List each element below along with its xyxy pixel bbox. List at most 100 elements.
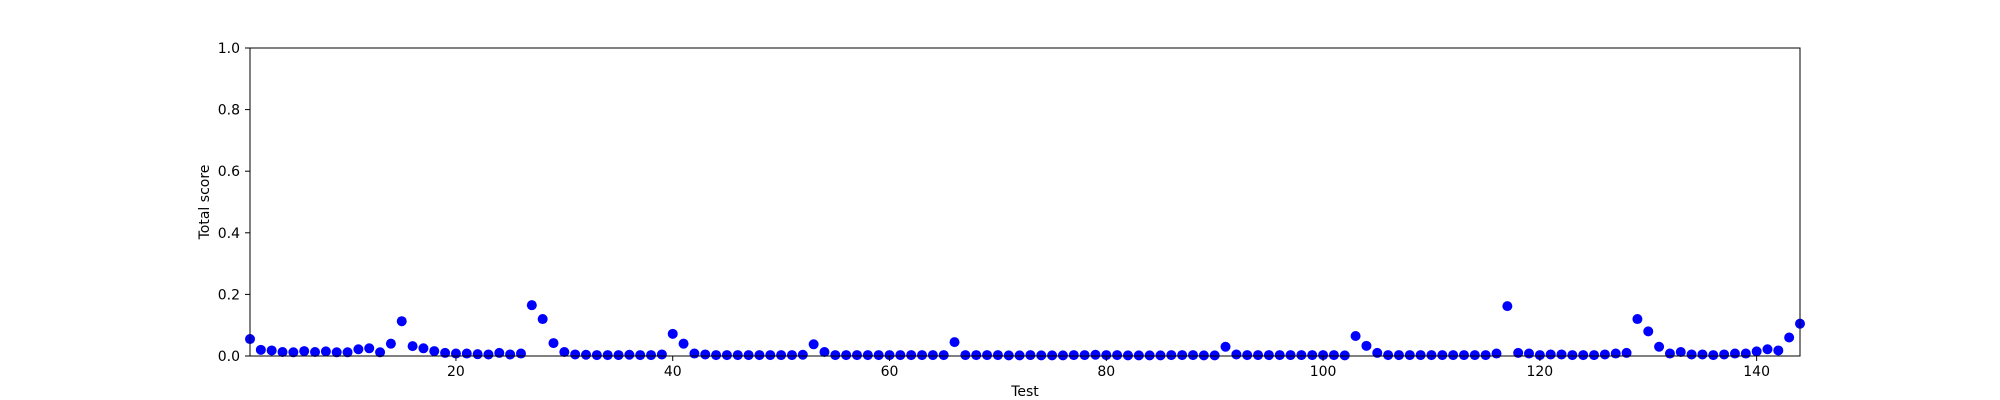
data-point (689, 348, 700, 359)
data-point (1014, 350, 1025, 361)
data-point (1610, 348, 1621, 359)
data-point (1122, 350, 1133, 361)
data-point (906, 350, 917, 361)
data-point (591, 350, 602, 361)
data-point (819, 346, 830, 357)
y-tick-label: 0.4 (218, 226, 240, 242)
data-point (862, 350, 873, 361)
data-point (1686, 349, 1697, 360)
data-point (375, 347, 386, 358)
data-point (1339, 350, 1350, 361)
data-point (1697, 349, 1708, 360)
data-point (1675, 346, 1686, 357)
data-point (841, 350, 852, 361)
y-axis-label: Total score (197, 165, 213, 241)
data-point (1296, 350, 1307, 361)
data-point (797, 349, 808, 360)
data-point (310, 346, 321, 357)
y-axis-ticks: 0.0 0.2 0.4 0.6 0.8 1.0 (218, 41, 250, 365)
data-point (624, 349, 635, 360)
x-tick-label: 80 (1097, 364, 1115, 380)
data-point (505, 349, 516, 360)
data-point (678, 338, 689, 349)
data-point (754, 350, 765, 361)
data-point (1708, 350, 1719, 361)
data-point (613, 350, 624, 361)
data-point (418, 343, 429, 354)
data-point (396, 316, 407, 327)
data-point (938, 350, 949, 361)
y-tick-label: 1.0 (218, 41, 240, 57)
data-point (646, 350, 657, 361)
data-point (1729, 348, 1740, 359)
data-point (1220, 341, 1231, 352)
data-point (1664, 348, 1675, 359)
data-point (873, 350, 884, 361)
data-point (1166, 350, 1177, 361)
data-point (1545, 349, 1556, 360)
data-point (570, 349, 581, 360)
data-point (494, 347, 505, 358)
data-point (1361, 340, 1372, 351)
data-point (786, 350, 797, 361)
data-point (895, 350, 906, 361)
data-point (331, 347, 342, 358)
data-point (1567, 350, 1578, 361)
data-point (656, 349, 667, 360)
data-point (277, 346, 288, 357)
data-point (1426, 350, 1437, 361)
data-point (472, 349, 483, 360)
x-tick-label: 60 (881, 364, 899, 380)
data-point (1198, 350, 1209, 361)
data-point (1469, 350, 1480, 361)
data-point (1285, 350, 1296, 361)
data-point (830, 350, 841, 361)
data-point (1133, 350, 1144, 361)
data-point (927, 350, 938, 361)
data-point (851, 350, 862, 361)
data-point (385, 338, 396, 349)
data-point (353, 344, 364, 355)
data-point (667, 328, 678, 339)
data-point (1632, 314, 1643, 325)
x-tick-label: 20 (447, 364, 465, 380)
data-point (1068, 350, 1079, 361)
data-point (581, 349, 592, 360)
data-point (1003, 350, 1014, 361)
data-point (1209, 350, 1220, 361)
data-point (526, 300, 537, 311)
y-tick-label: 0.6 (218, 164, 240, 180)
data-point (1274, 350, 1285, 361)
data-point (440, 347, 451, 358)
data-point (765, 350, 776, 361)
data-point (1079, 350, 1090, 361)
data-point (1751, 346, 1762, 357)
data-point (1643, 326, 1654, 337)
data-point (1112, 350, 1123, 361)
data-point (1057, 350, 1068, 361)
data-point (1534, 350, 1545, 361)
data-point (1773, 345, 1784, 356)
data-point (1404, 350, 1415, 361)
data-point (1350, 330, 1361, 341)
data-point (1393, 350, 1404, 361)
x-tick-label: 120 (1526, 364, 1553, 380)
data-point (1231, 349, 1242, 360)
data-point (255, 344, 266, 355)
data-point (1458, 350, 1469, 361)
data-point (1513, 347, 1524, 358)
data-point (1719, 349, 1730, 360)
data-point (1025, 350, 1036, 361)
data-point (299, 346, 310, 357)
data-point (960, 350, 971, 361)
data-point (1188, 350, 1199, 361)
data-point (949, 337, 960, 348)
data-point (808, 339, 819, 350)
data-point (342, 347, 353, 358)
data-point (1524, 348, 1535, 359)
x-tick-label: 140 (1743, 364, 1770, 380)
data-point (1578, 350, 1589, 361)
data-point (1242, 350, 1253, 361)
data-point (1372, 347, 1383, 358)
